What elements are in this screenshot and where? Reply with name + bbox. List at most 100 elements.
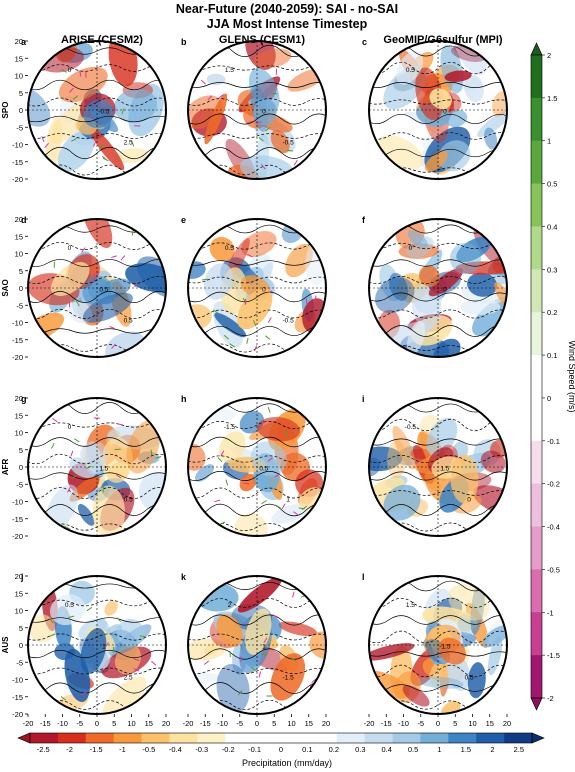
- y-tick-label: 10: [15, 72, 23, 81]
- contour-label: 0: [443, 109, 447, 116]
- precip-colorbar-segment: [392, 733, 421, 743]
- row-label-spo: SPO: [1, 102, 10, 119]
- panel-letter: e: [181, 215, 186, 225]
- contour-label: 0: [262, 109, 266, 116]
- precip-blob: [126, 420, 160, 474]
- wind-vector: [237, 690, 243, 696]
- x-tick-label: -10: [57, 719, 68, 728]
- precip-blob: [237, 577, 282, 613]
- wind-colorbar-segment: [531, 140, 542, 184]
- precip-blob: [214, 312, 247, 338]
- precip-blob: [50, 262, 90, 296]
- wind-colorbar-segment: [531, 483, 542, 527]
- precip-colorbar-tick-label: 2.5: [514, 745, 524, 754]
- y-tick-label: -15: [12, 693, 23, 702]
- wind-vector: [258, 671, 261, 678]
- wind-vector: [34, 329, 39, 336]
- contour-label: 1.5: [99, 465, 108, 472]
- y-tick-label: 15: [15, 54, 23, 63]
- x-tick-label: 20: [162, 719, 170, 728]
- panel-letter: a: [21, 37, 27, 47]
- wind-colorbar: 2 1.5 1 0.5 0.4 0.3 0.2 0.1 0 -0.1 -0.2 -0.4 -0.5 -1 -…: [530, 42, 575, 711]
- contour-label: -0.5: [282, 140, 294, 147]
- panel-letter: j: [20, 572, 24, 582]
- wind-vector: [218, 94, 224, 99]
- wind-colorbar-top-arrow: [530, 42, 543, 56]
- y-tick-label: 10: [15, 607, 23, 616]
- wind-contour-line: [369, 61, 507, 75]
- contour-label: 0.5: [99, 286, 108, 293]
- precip-colorbar-tick-label: -0.5: [142, 745, 155, 754]
- wind-contour-line: [369, 664, 507, 678]
- wind-vector: [261, 653, 268, 656]
- y-tick-label: -15: [12, 158, 23, 167]
- x-tick-label: 0: [436, 719, 440, 728]
- contour-label: -0.5: [405, 424, 417, 431]
- precip-colorbar-tick-label: -0.3: [195, 745, 208, 754]
- precip-blob: [456, 236, 492, 263]
- precip-blob: [438, 637, 466, 665]
- y-tick-label: 5: [19, 89, 23, 98]
- precip-blob: [188, 304, 212, 330]
- precip-colorbar-tick-label: -0.1: [248, 745, 261, 754]
- wind-colorbar-tick-label: -0.1: [547, 437, 560, 446]
- precip-blob: [82, 275, 113, 306]
- y-tick-label: 5: [19, 267, 23, 276]
- x-tick-label: 15: [305, 719, 313, 728]
- precip-blob: [411, 286, 442, 330]
- panel-i: -0.5 1.5 0 i: [362, 394, 508, 537]
- precip-colorbar-tick-label: 1: [437, 745, 441, 754]
- precip-blob: [278, 621, 318, 637]
- precip-blob: [460, 298, 501, 315]
- precip-blob: [396, 50, 424, 85]
- contour-label: 1: [262, 644, 266, 651]
- y-tick-label: -20: [12, 532, 23, 541]
- wind-vector: [196, 150, 201, 156]
- wind-vector: [71, 474, 78, 479]
- wind-contour-line: [188, 309, 326, 319]
- wind-vector: [260, 164, 266, 170]
- contour-label: 0: [409, 245, 413, 252]
- wind-vector: [61, 69, 67, 73]
- precip-blob: [195, 464, 214, 482]
- wind-vector: [116, 617, 122, 623]
- wind-vector: [225, 479, 229, 486]
- wind-vector: [104, 642, 110, 648]
- precip-blob: [80, 627, 107, 674]
- precip-blob: [256, 417, 301, 442]
- panel-border: [368, 397, 508, 537]
- wind-vector: [267, 406, 271, 413]
- y-tick-label: 10: [15, 429, 23, 438]
- wind-vector: [98, 144, 104, 150]
- wind-vector: [68, 615, 75, 618]
- precip-blob: [424, 472, 441, 492]
- wind-vector: [134, 281, 138, 288]
- precip-blob: [378, 135, 424, 170]
- precip-colorbar-segment: [253, 733, 282, 743]
- figure-title-line1: Near-Future (2040-2059): SAI - no-SAI: [176, 2, 398, 16]
- panel-g: 0 1.5 0.5 g20 15 10 5 0 -5 -10 -15 -20 AFR: [1, 394, 167, 541]
- y-tick-label: -20: [12, 175, 23, 184]
- panel-border: [368, 40, 508, 180]
- precip-blob: [482, 625, 507, 648]
- precip-colorbar-tick-label: 0.3: [355, 745, 365, 754]
- contour-label: -0.5: [98, 109, 110, 116]
- precip-blob: [104, 600, 118, 616]
- panel-field: 1.5 0 -0.5: [188, 41, 326, 179]
- wind-contour-line: [28, 599, 166, 607]
- row-label-sao: SAO: [1, 279, 10, 296]
- precip-blob: [188, 443, 206, 471]
- contour-label: 0.5: [465, 675, 474, 682]
- precip-colorbar-tick-label: -2.5: [37, 745, 50, 754]
- wind-vector: [217, 457, 223, 463]
- wind-vector: [261, 500, 267, 505]
- y-tick-label: -20: [12, 710, 23, 719]
- precip-colorbar-tick-label: 0.1: [302, 745, 312, 754]
- panel-border: [368, 218, 508, 358]
- wind-colorbar-tick-label: 0.4: [547, 222, 557, 231]
- contour-label: 0.5: [124, 318, 133, 325]
- y-tick-label: -5: [16, 658, 23, 667]
- wind-colorbar-segment: [531, 97, 542, 142]
- wind-colorbar-segment: [531, 269, 542, 313]
- panel-border: [187, 218, 327, 358]
